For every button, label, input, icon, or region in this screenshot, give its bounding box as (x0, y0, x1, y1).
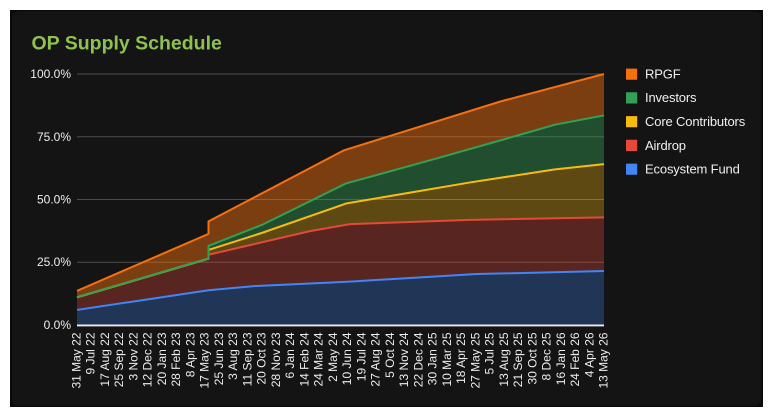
svg-text:14 Feb 24: 14 Feb 24 (297, 332, 311, 386)
svg-text:25 Sep 22: 25 Sep 22 (112, 332, 126, 387)
svg-text:5 Jul 25: 5 Jul 25 (483, 332, 497, 374)
svg-text:28 Feb 23: 28 Feb 23 (169, 332, 183, 386)
svg-text:25.0%: 25.0% (37, 255, 71, 269)
svg-text:27 Aug 24: 27 Aug 24 (369, 332, 383, 386)
svg-text:21 Sep 25: 21 Sep 25 (511, 332, 525, 387)
svg-text:Ecosystem Fund: Ecosystem Fund (645, 162, 740, 177)
svg-text:22 Dec 24: 22 Dec 24 (411, 332, 425, 387)
svg-text:5 Oct 24: 5 Oct 24 (383, 332, 397, 378)
svg-text:RPGF: RPGF (645, 67, 681, 82)
svg-text:100.0%: 100.0% (30, 67, 71, 81)
svg-text:30 Oct 25: 30 Oct 25 (525, 332, 539, 384)
svg-text:10 Jun 24: 10 Jun 24 (340, 332, 354, 385)
svg-text:3 Nov 22: 3 Nov 22 (127, 332, 141, 380)
svg-text:28 Nov 23: 28 Nov 23 (269, 332, 283, 387)
svg-text:30 Jan 25: 30 Jan 25 (426, 332, 440, 385)
svg-text:17 Aug 22: 17 Aug 22 (98, 332, 112, 386)
svg-text:24 Mar 24: 24 Mar 24 (312, 332, 326, 386)
svg-text:13 Aug 25: 13 Aug 25 (497, 332, 511, 386)
svg-text:11 Sep 23: 11 Sep 23 (240, 332, 254, 386)
svg-text:8 Dec 25: 8 Dec 25 (540, 332, 554, 380)
svg-text:50.0%: 50.0% (37, 193, 71, 207)
svg-text:20 Oct 23: 20 Oct 23 (255, 332, 269, 384)
svg-text:31 May 22: 31 May 22 (70, 332, 84, 388)
svg-text:17 May 23: 17 May 23 (198, 332, 212, 388)
svg-text:10 Mar 25: 10 Mar 25 (440, 332, 454, 386)
svg-text:0.0%: 0.0% (44, 318, 72, 332)
svg-text:24 Feb 26: 24 Feb 26 (568, 332, 582, 386)
svg-text:13 May 26: 13 May 26 (597, 332, 611, 388)
svg-text:20 Jan 23: 20 Jan 23 (155, 332, 169, 385)
svg-text:OP Supply Schedule: OP Supply Schedule (32, 33, 223, 55)
svg-text:6 Jan 24: 6 Jan 24 (283, 332, 297, 378)
svg-text:16 Jan 26: 16 Jan 26 (554, 332, 568, 385)
svg-text:Investors: Investors (645, 90, 697, 105)
svg-text:8 Apr 23: 8 Apr 23 (183, 332, 197, 377)
svg-text:13 Nov 24: 13 Nov 24 (397, 332, 411, 387)
svg-text:25 Jun 23: 25 Jun 23 (212, 332, 226, 385)
svg-text:Airdrop: Airdrop (645, 138, 686, 153)
svg-text:3 Aug 23: 3 Aug 23 (226, 332, 240, 380)
svg-text:19 Jul 24: 19 Jul 24 (354, 332, 368, 381)
svg-text:4 Apr 26: 4 Apr 26 (582, 332, 596, 377)
svg-text:12 Dec 22: 12 Dec 22 (141, 332, 155, 387)
svg-text:18 Apr 25: 18 Apr 25 (454, 332, 468, 384)
svg-text:75.0%: 75.0% (37, 130, 71, 144)
svg-text:Core Contributors: Core Contributors (645, 114, 746, 129)
svg-text:2 May 24: 2 May 24 (326, 332, 340, 382)
svg-text:9 Jul 22: 9 Jul 22 (84, 332, 98, 374)
svg-text:27 May 25: 27 May 25 (468, 332, 482, 388)
